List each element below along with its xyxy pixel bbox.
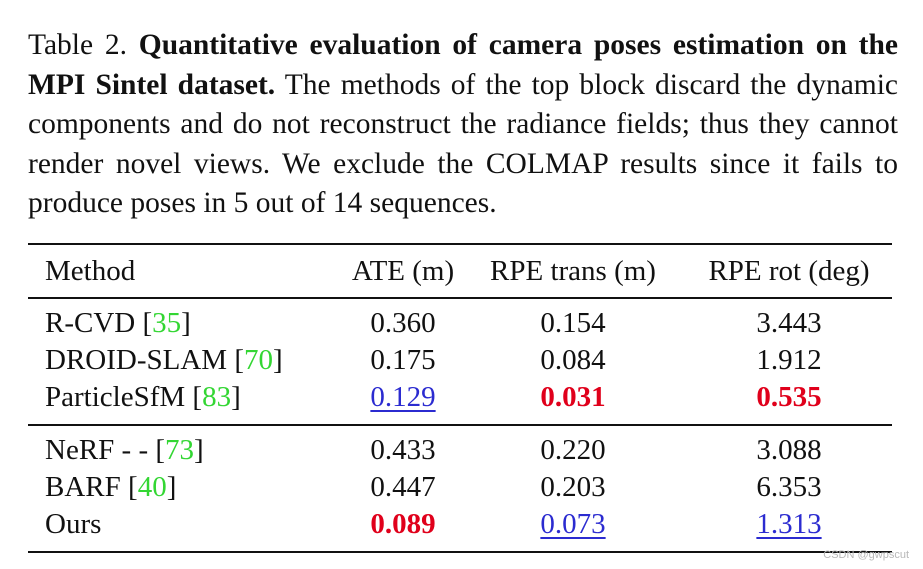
table-row: R-CVD [35] 0.360 0.154 3.443 bbox=[28, 305, 892, 342]
header-ate: ATE (m) bbox=[351, 255, 455, 287]
ate-cell: 0.447 bbox=[370, 471, 436, 503]
rpe-rot-cell: 3.443 bbox=[756, 307, 822, 339]
ate-cell: 0.433 bbox=[370, 434, 436, 466]
ate-cell: 0.129 bbox=[370, 381, 436, 413]
rpe-trans-cell: 0.031 bbox=[540, 381, 606, 413]
method-name: DROID-SLAM bbox=[45, 344, 228, 376]
table-row: ParticleSfM [83] 0.129 0.031 0.535 bbox=[28, 379, 892, 416]
citation-link[interactable]: 70 bbox=[243, 344, 273, 376]
table-row: DROID-SLAM [70] 0.175 0.084 1.912 bbox=[28, 342, 892, 379]
method-cell: ParticleSfM [83] bbox=[45, 381, 241, 413]
method-name: NeRF - - bbox=[45, 434, 149, 466]
rpe-trans-cell: 0.084 bbox=[540, 344, 606, 376]
rpe-rot-cell: 1.313 bbox=[756, 508, 822, 540]
rpe-trans-cell: 0.220 bbox=[540, 434, 606, 466]
method-cell: BARF [40] bbox=[45, 471, 177, 503]
header-rule bbox=[28, 297, 892, 299]
ate-cell: 0.360 bbox=[370, 307, 436, 339]
rpe-trans-cell: 0.203 bbox=[540, 471, 606, 503]
method-name: Ours bbox=[45, 508, 102, 540]
rpe-rot-cell: 0.535 bbox=[756, 381, 822, 413]
ate-cell: 0.089 bbox=[370, 508, 436, 540]
rpe-trans-cell: 0.154 bbox=[540, 307, 606, 339]
method-cell: DROID-SLAM [70] bbox=[45, 344, 283, 376]
block-rule bbox=[28, 424, 892, 426]
rpe-rot-cell: 6.353 bbox=[756, 471, 822, 503]
citation-link[interactable]: 73 bbox=[165, 434, 195, 466]
rpe-trans-cell: 0.073 bbox=[540, 508, 606, 540]
caption-text: The methods of the top block discard the… bbox=[28, 68, 899, 220]
citation-link[interactable]: 40 bbox=[137, 471, 167, 503]
header-rpe-rot: RPE rot (deg) bbox=[708, 255, 870, 287]
method-name: BARF bbox=[45, 471, 121, 503]
header-rpe-trans: RPE trans (m) bbox=[490, 255, 656, 287]
ate-cell: 0.175 bbox=[370, 344, 436, 376]
method-cell: R-CVD [35] bbox=[45, 307, 191, 339]
method-name: R-CVD bbox=[45, 307, 136, 339]
rpe-rot-cell: 1.912 bbox=[756, 344, 822, 376]
rpe-rot-cell: 3.088 bbox=[756, 434, 822, 466]
caption-title: Quantitative evaluation of camera poses … bbox=[28, 29, 899, 101]
table-caption: Table 2. Quantitative evaluation of came… bbox=[28, 26, 898, 224]
table-top-rule bbox=[28, 243, 892, 245]
table-row: Ours 0.089 0.073 1.313 bbox=[28, 506, 892, 543]
table-bottom-rule bbox=[28, 551, 892, 553]
caption-label: Table 2. bbox=[28, 29, 127, 61]
table-row: BARF [40] 0.447 0.203 6.353 bbox=[28, 469, 892, 506]
watermark: CSDN @gwpscut bbox=[823, 549, 909, 561]
method-cell: NeRF - - [73] bbox=[45, 434, 204, 466]
table-header-row: Method ATE (m) RPE trans (m) RPE rot (de… bbox=[28, 253, 892, 290]
citation-link[interactable]: 83 bbox=[202, 381, 232, 413]
citation-link[interactable]: 35 bbox=[152, 307, 182, 339]
method-name: ParticleSfM bbox=[45, 381, 186, 413]
header-method: Method bbox=[45, 255, 136, 287]
table-row: NeRF - - [73] 0.433 0.220 3.088 bbox=[28, 432, 892, 469]
